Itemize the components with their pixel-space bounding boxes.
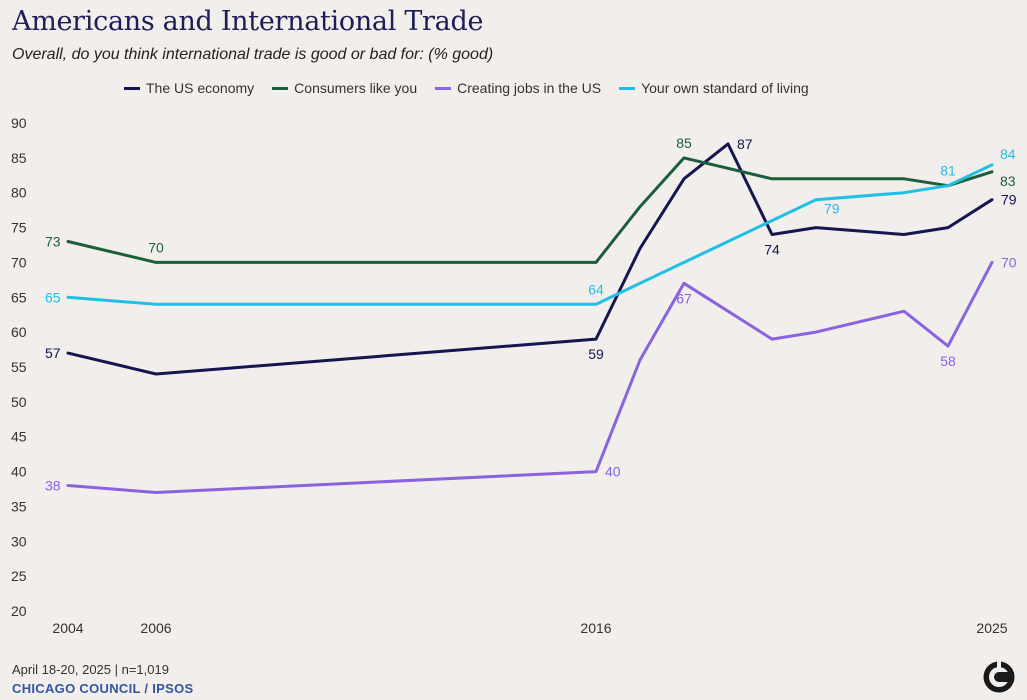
y-tick-label: 85 bbox=[11, 150, 27, 166]
y-tick-label: 60 bbox=[11, 324, 27, 340]
y-tick-label: 40 bbox=[11, 464, 27, 480]
data-label: 70 bbox=[1001, 254, 1017, 270]
data-label: 58 bbox=[940, 353, 956, 369]
chicago-council-logo-icon bbox=[983, 660, 1015, 693]
legend-swatch bbox=[272, 86, 289, 90]
y-tick-label: 35 bbox=[11, 498, 27, 514]
chart-subtitle: Overall, do you think international trad… bbox=[12, 46, 494, 63]
data-label: 64 bbox=[588, 281, 604, 297]
data-label: 40 bbox=[605, 464, 621, 480]
data-label: 81 bbox=[940, 163, 956, 179]
y-tick-label: 50 bbox=[11, 394, 27, 410]
series-line-creating-jobs-in-the-us bbox=[66, 260, 994, 494]
y-tick-label: 70 bbox=[11, 254, 27, 270]
series-line-your-own-standard-of-living bbox=[66, 163, 994, 306]
data-label: 74 bbox=[764, 242, 780, 258]
data-label: 84 bbox=[1000, 146, 1016, 162]
series-line-the-us-economy bbox=[66, 142, 994, 376]
x-tick-label: 2004 bbox=[52, 620, 83, 636]
series-line-consumers-like-you bbox=[66, 156, 994, 264]
data-label: 70 bbox=[148, 239, 164, 255]
data-label: 79 bbox=[1001, 192, 1017, 208]
legend-label: Your own standard of living bbox=[641, 80, 809, 96]
y-tick-label: 20 bbox=[11, 603, 27, 619]
data-label: 57 bbox=[45, 345, 61, 361]
chart-legend: The US economy Consumers like you Creating… bbox=[124, 80, 809, 96]
legend-item: Consumers like you bbox=[272, 80, 417, 96]
x-tick-label: 2006 bbox=[140, 620, 171, 636]
legend-item: Your own standard of living bbox=[619, 80, 809, 96]
legend-swatch bbox=[124, 86, 140, 90]
data-label: 38 bbox=[45, 478, 61, 494]
legend-item: Creating jobs in the US bbox=[435, 80, 601, 96]
y-tick-label: 25 bbox=[11, 568, 27, 584]
data-label: 59 bbox=[588, 346, 604, 362]
legend-label: Creating jobs in the US bbox=[457, 80, 602, 96]
y-tick-label: 75 bbox=[11, 220, 27, 236]
legend-swatch bbox=[435, 86, 452, 90]
legend-label: Consumers like you bbox=[294, 80, 418, 96]
y-tick-label: 65 bbox=[11, 289, 27, 305]
data-label: 73 bbox=[45, 234, 61, 250]
x-tick-label: 2025 bbox=[976, 620, 1007, 636]
footer-source: CHICAGO COUNCIL / IPSOS bbox=[12, 681, 194, 696]
data-label: 79 bbox=[824, 201, 840, 217]
y-tick-label: 55 bbox=[11, 359, 27, 375]
legend-item: The US economy bbox=[124, 80, 254, 96]
legend-label: The US economy bbox=[146, 80, 255, 96]
y-tick-label: 80 bbox=[11, 185, 27, 201]
data-label: 65 bbox=[45, 289, 61, 305]
data-label: 87 bbox=[737, 136, 753, 152]
footer-note: April 18-20, 2025 | n=1,019 bbox=[12, 662, 169, 677]
data-label: 67 bbox=[676, 290, 692, 306]
chart-title: Americans and International Trade bbox=[12, 6, 484, 37]
y-tick-label: 30 bbox=[11, 533, 27, 549]
data-label: 85 bbox=[676, 135, 692, 151]
y-tick-label: 90 bbox=[11, 115, 27, 131]
y-tick-label: 45 bbox=[11, 429, 27, 445]
x-tick-label: 2016 bbox=[580, 620, 611, 636]
data-label: 83 bbox=[1000, 173, 1016, 189]
legend-swatch bbox=[619, 86, 636, 90]
